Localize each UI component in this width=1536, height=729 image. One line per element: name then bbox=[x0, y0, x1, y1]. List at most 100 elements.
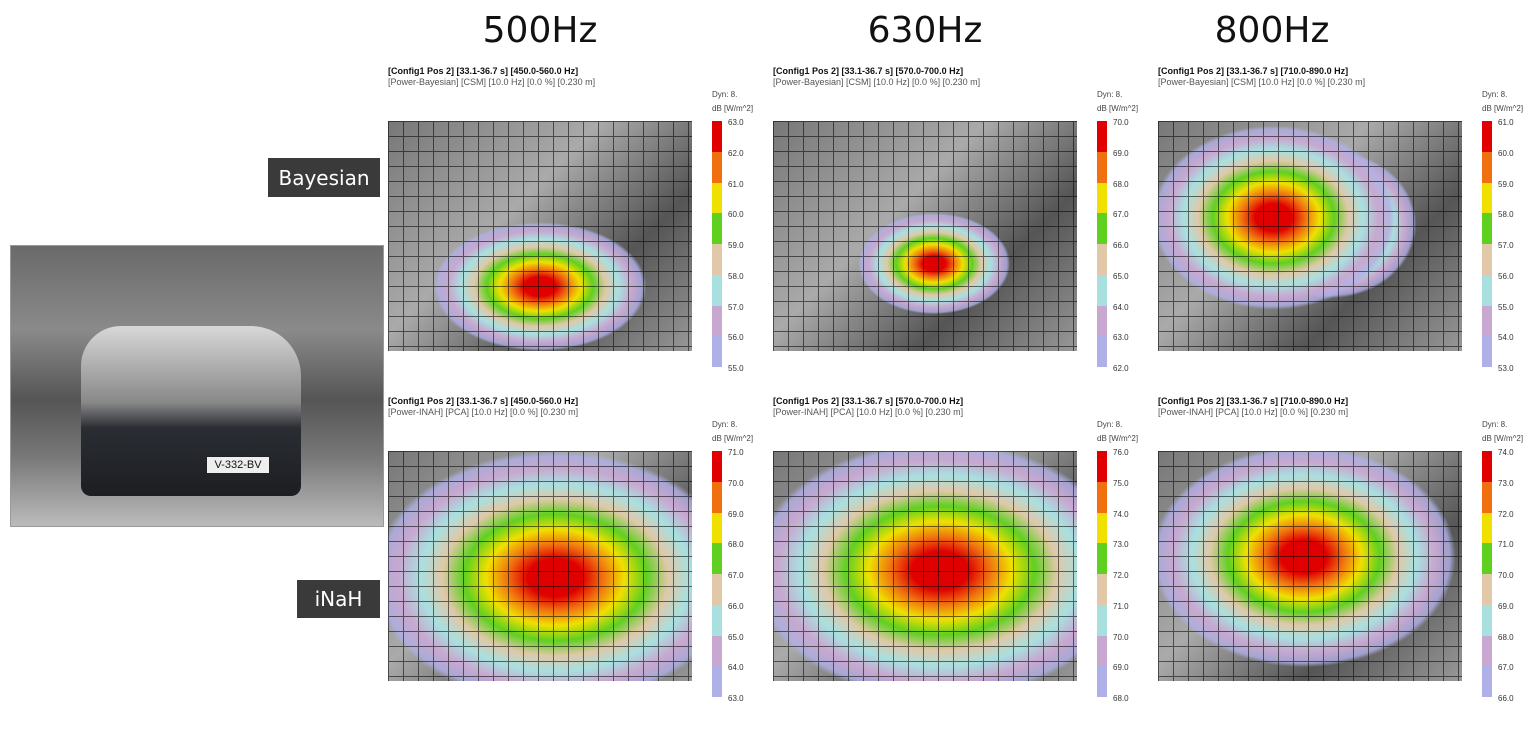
colorbar-tick: 68.0 bbox=[728, 540, 744, 550]
colorbar-tick: 65.0 bbox=[728, 632, 744, 642]
colorbar-tick: 69.0 bbox=[728, 509, 744, 519]
colorbar-band bbox=[1097, 512, 1107, 544]
colorbar-band bbox=[1482, 451, 1492, 482]
colorbar-tick: 56.0 bbox=[1498, 271, 1514, 281]
colorbar-band bbox=[712, 512, 722, 544]
colorbar-band bbox=[1097, 481, 1107, 513]
colorbar-band bbox=[1482, 121, 1492, 152]
colorbar bbox=[1097, 121, 1107, 367]
colorbar-band bbox=[1097, 451, 1107, 482]
colorbar-tick: 55.0 bbox=[1498, 302, 1514, 312]
colorbar-tick: 73.0 bbox=[1113, 540, 1129, 550]
panel-subheader: [Power-Bayesian] [CSM] [10.0 Hz] [0.0 %]… bbox=[388, 77, 596, 87]
vehicle-test-photo: V-332-BV bbox=[10, 245, 384, 527]
license-plate: V-332-BV bbox=[206, 456, 270, 474]
colorbar bbox=[1482, 121, 1492, 367]
source-map bbox=[388, 451, 692, 681]
measurement-grid bbox=[1158, 451, 1462, 681]
colorbar-tick: 63.0 bbox=[728, 118, 744, 127]
colorbar-tick: 57.0 bbox=[728, 302, 744, 312]
colorbar-tick: 70.0 bbox=[1498, 571, 1514, 580]
colorbar-tick: 75.0 bbox=[1113, 478, 1129, 488]
panel-subheader: [Power-INAH] [PCA] [10.0 Hz] [0.0 %] [0.… bbox=[388, 407, 579, 417]
colorbar-tick: 64.0 bbox=[1113, 302, 1129, 312]
measurement-grid bbox=[773, 451, 1077, 681]
colorbar-tick: 58.0 bbox=[728, 271, 744, 281]
colorbar-tick: 73.0 bbox=[1498, 478, 1514, 488]
panel-subheader: [Power-Bayesian] [CSM] [10.0 Hz] [0.0 %]… bbox=[1158, 77, 1366, 87]
colorbar-band bbox=[1097, 121, 1107, 152]
colorbar-tick: 63.0 bbox=[728, 694, 744, 703]
colorbar-tick: 59.0 bbox=[1498, 179, 1514, 189]
colorbar-band bbox=[1097, 336, 1107, 367]
colorbar-tick: 61.0 bbox=[728, 179, 744, 189]
colorbar-band bbox=[1482, 274, 1492, 306]
colorbar-tick: 63.0 bbox=[1113, 333, 1129, 343]
colorbar-tick: 71.0 bbox=[728, 448, 744, 457]
source-map bbox=[1158, 121, 1462, 351]
colorbar-band bbox=[712, 336, 722, 367]
colorbar-band bbox=[1482, 244, 1492, 275]
acoustic-map-panel: [Config1 Pos 2] [33.1-36.7 s] [710.0-890… bbox=[1158, 396, 1536, 706]
colorbar-tick: 56.0 bbox=[728, 333, 744, 343]
colorbar-band bbox=[712, 274, 722, 306]
colorbar-tick: 74.0 bbox=[1113, 509, 1129, 519]
panel-header: [Config1 Pos 2] [33.1-36.7 s] [710.0-890… bbox=[1158, 66, 1349, 76]
unit-label: dB [W/m^2] bbox=[712, 434, 754, 443]
colorbar-tick: 72.0 bbox=[1113, 571, 1129, 580]
colorbar-band bbox=[712, 151, 722, 183]
colorbar-band bbox=[1482, 574, 1492, 605]
source-map bbox=[773, 121, 1077, 351]
colorbar-tick: 70.0 bbox=[728, 478, 744, 488]
colorbar-band bbox=[1482, 512, 1492, 544]
dynamic-range-label: Dyn: 8. bbox=[1482, 90, 1508, 99]
colorbar-tick: 76.0 bbox=[1113, 448, 1129, 457]
unit-label: dB [W/m^2] bbox=[1097, 104, 1139, 113]
colorbar-band bbox=[1482, 213, 1492, 244]
colorbar-band bbox=[1097, 244, 1107, 275]
colorbar-band bbox=[1482, 666, 1492, 697]
dynamic-range-label: Dyn: 8. bbox=[712, 420, 738, 429]
colorbar-tick: 72.0 bbox=[1498, 509, 1514, 519]
colorbar-tick: 69.0 bbox=[1113, 148, 1129, 158]
acoustic-map-panel: [Config1 Pos 2] [33.1-36.7 s] [450.0-560… bbox=[388, 396, 768, 706]
colorbar-tick: 55.0 bbox=[728, 364, 744, 373]
colorbar-tick: 59.0 bbox=[728, 241, 744, 250]
colorbar-tick: 62.0 bbox=[1113, 364, 1129, 373]
colorbar-tick: 65.0 bbox=[1113, 271, 1129, 281]
colorbar-band bbox=[712, 244, 722, 275]
acoustic-map-panel: [Config1 Pos 2] [33.1-36.7 s] [570.0-700… bbox=[773, 66, 1153, 376]
colorbar-band bbox=[712, 121, 722, 152]
colorbar-tick: 71.0 bbox=[1113, 601, 1129, 611]
colorbar-band bbox=[1097, 635, 1107, 667]
colorbar-band bbox=[712, 451, 722, 482]
colorbar-band bbox=[1482, 336, 1492, 367]
colorbar-tick: 66.0 bbox=[1113, 241, 1129, 250]
colorbar-tick: 53.0 bbox=[1498, 364, 1514, 373]
colorbar bbox=[1482, 451, 1492, 697]
colorbar-band bbox=[1097, 574, 1107, 605]
colorbar-band bbox=[1097, 213, 1107, 244]
colorbar-tick: 66.0 bbox=[728, 601, 744, 611]
row-label-inah: iNaH bbox=[297, 580, 380, 618]
colorbar-band bbox=[1097, 151, 1107, 183]
colorbar-band bbox=[712, 182, 722, 214]
panel-subheader: [Power-Bayesian] [CSM] [10.0 Hz] [0.0 %]… bbox=[773, 77, 981, 87]
colorbar-tick: 60.0 bbox=[728, 210, 744, 220]
colorbar-band bbox=[1482, 182, 1492, 214]
colorbar-band bbox=[712, 481, 722, 513]
dynamic-range-label: Dyn: 8. bbox=[1482, 420, 1508, 429]
colorbar-tick: 69.0 bbox=[1498, 601, 1514, 611]
colorbar-band bbox=[712, 635, 722, 667]
colorbar-band bbox=[1482, 305, 1492, 337]
measurement-grid bbox=[1158, 121, 1462, 351]
colorbar-band bbox=[1482, 604, 1492, 636]
panel-header: [Config1 Pos 2] [33.1-36.7 s] [710.0-890… bbox=[1158, 396, 1349, 406]
unit-label: dB [W/m^2] bbox=[712, 104, 754, 113]
colorbar-band bbox=[1097, 274, 1107, 306]
colorbar-tick: 68.0 bbox=[1113, 179, 1129, 189]
colorbar-band bbox=[1097, 305, 1107, 337]
colorbar-tick: 54.0 bbox=[1498, 333, 1514, 343]
dynamic-range-label: Dyn: 8. bbox=[1097, 420, 1123, 429]
colorbar-band bbox=[1097, 666, 1107, 697]
